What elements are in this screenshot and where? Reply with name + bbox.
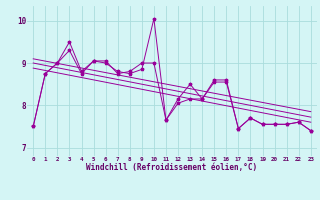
X-axis label: Windchill (Refroidissement éolien,°C): Windchill (Refroidissement éolien,°C) xyxy=(86,163,258,172)
